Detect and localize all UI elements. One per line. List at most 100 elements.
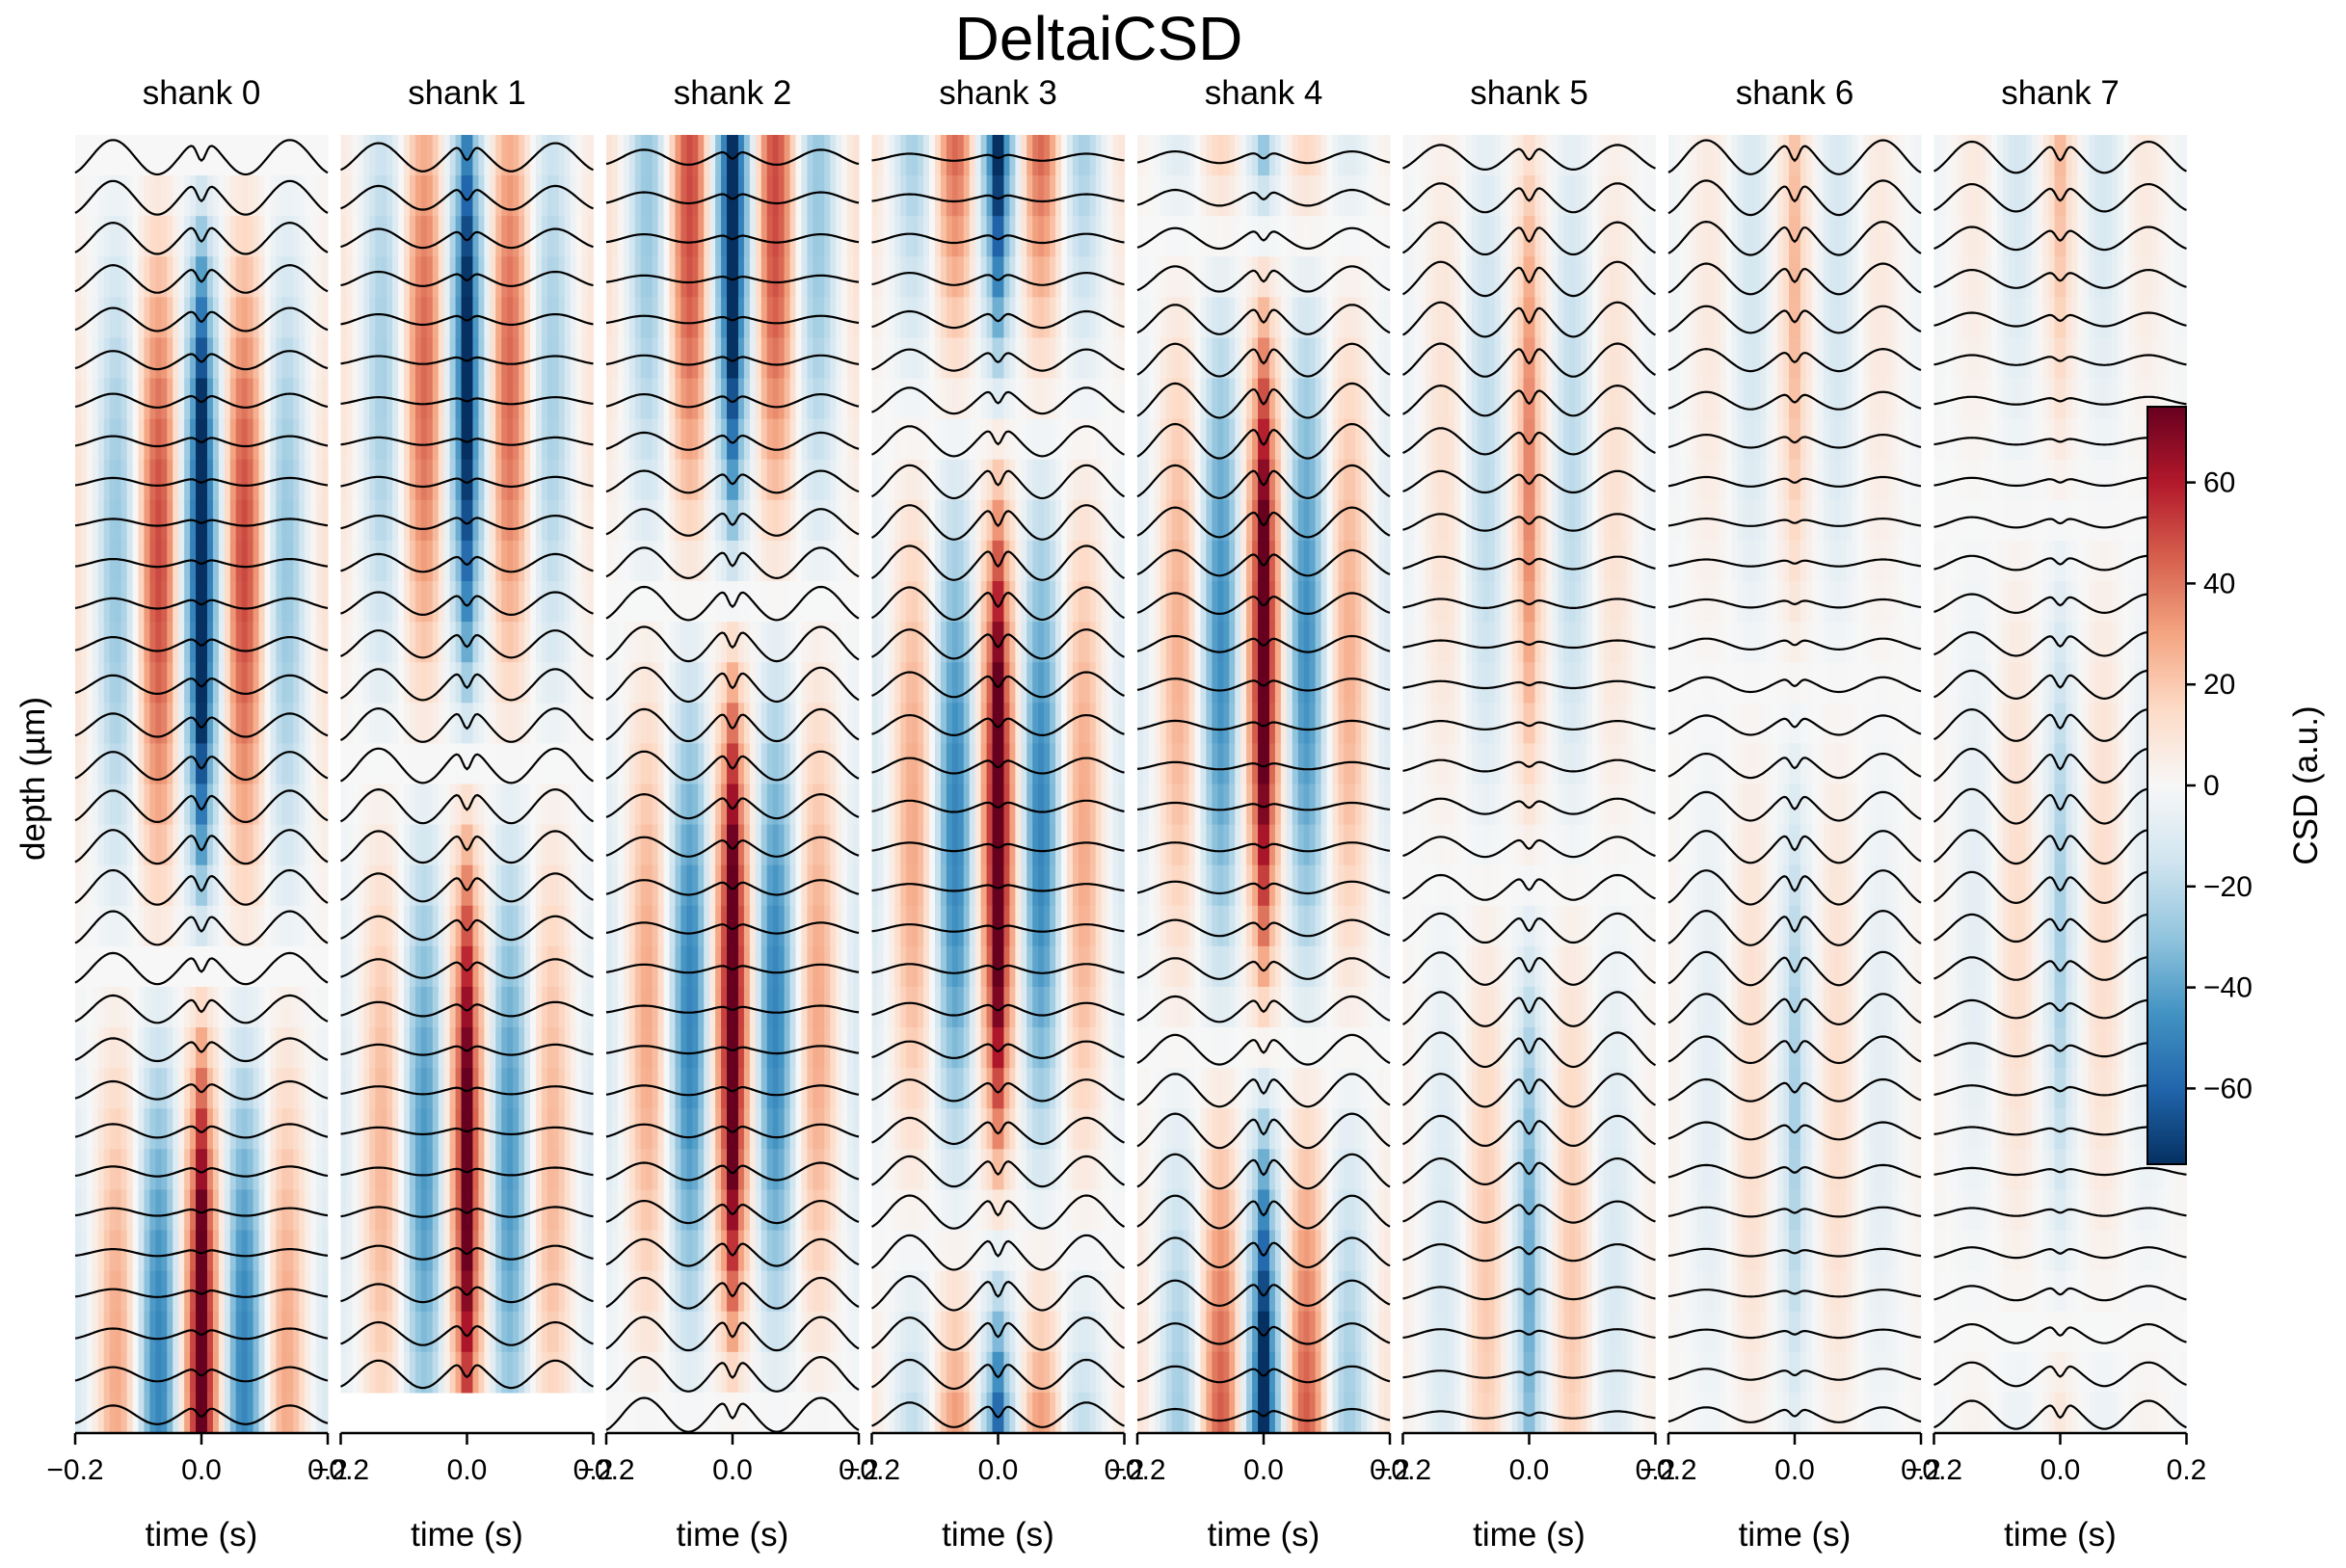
csd-cell — [126, 297, 134, 339]
csd-cell — [715, 864, 722, 907]
lfp-trace — [605, 1396, 860, 1433]
csd-cell — [980, 337, 988, 380]
csd-cell — [270, 784, 277, 826]
csd-cell — [830, 378, 837, 420]
csd-cell — [310, 1351, 317, 1394]
csd-cell — [698, 662, 705, 704]
csd-cell — [986, 378, 994, 420]
csd-cell — [404, 662, 411, 704]
csd-cell — [490, 824, 496, 866]
csd-cell — [935, 378, 942, 420]
lfp-trace — [74, 1123, 329, 1139]
csd-cell — [1089, 256, 1097, 298]
csd-cell — [161, 175, 168, 217]
csd-cell — [980, 459, 988, 501]
csd-cell — [663, 337, 671, 380]
csd-cell — [316, 1311, 323, 1353]
csd-cell — [547, 337, 554, 380]
csd-cell — [449, 175, 457, 217]
csd-cell — [541, 297, 548, 339]
csd-cell — [86, 1230, 93, 1272]
csd-cell — [547, 622, 554, 663]
csd-cell — [760, 784, 768, 826]
csd-cell — [772, 662, 780, 704]
csd-cell — [229, 378, 237, 420]
csd-cell — [155, 581, 162, 623]
csd-cell — [115, 297, 122, 339]
csd-cell — [86, 216, 93, 257]
csd-cell — [957, 499, 965, 542]
csd-cell — [173, 662, 179, 704]
csd-cell — [789, 540, 797, 582]
csd-cell — [420, 1230, 428, 1272]
csd-cell — [206, 743, 214, 785]
csd-cell — [778, 459, 786, 501]
csd-cell — [1038, 297, 1045, 339]
csd-cell — [461, 499, 468, 542]
csd-cell — [547, 864, 554, 907]
csd-cell — [276, 1351, 282, 1394]
csd-cell — [281, 1108, 288, 1150]
csd-cell — [340, 622, 348, 663]
csd-cell — [253, 1230, 260, 1272]
csd-cell — [218, 459, 226, 501]
csd-cell — [535, 622, 543, 663]
csd-cell — [387, 1311, 393, 1353]
csd-cell — [530, 1189, 537, 1232]
csd-cell — [530, 743, 537, 785]
lfp-trace — [340, 1320, 594, 1346]
csd-cell — [575, 1108, 583, 1150]
csd-cell — [766, 378, 774, 420]
csd-cell — [287, 1108, 294, 1150]
csd-cell — [912, 297, 919, 339]
csd-cell — [161, 945, 168, 988]
csd-cell — [155, 499, 162, 542]
csd-cell — [281, 337, 288, 380]
csd-cell — [455, 784, 463, 826]
csd-cell — [923, 378, 930, 420]
csd-cell — [847, 1311, 854, 1353]
csd-cell — [646, 743, 653, 785]
csd-cell — [766, 1230, 774, 1272]
csd-cell — [173, 297, 179, 339]
csd-cell — [346, 824, 353, 866]
csd-cell — [606, 581, 613, 623]
csd-cell — [432, 1027, 440, 1069]
csd-cell — [467, 297, 474, 339]
csd-cell — [847, 256, 854, 298]
csd-cell — [241, 1027, 249, 1069]
csd-cell — [1021, 703, 1027, 744]
csd-cell — [853, 662, 860, 704]
csd-cell — [737, 499, 745, 542]
csd-cell — [737, 784, 745, 826]
csd-cell — [686, 216, 693, 257]
csd-cell — [617, 581, 625, 623]
csd-cell — [1055, 337, 1062, 380]
csd-cell — [1009, 499, 1016, 542]
csd-cell — [929, 540, 936, 582]
csd-cell — [894, 662, 901, 704]
csd-cell — [80, 337, 88, 380]
csd-cell — [144, 1108, 150, 1150]
csd-cell — [737, 337, 745, 380]
csd-cell — [628, 1270, 636, 1313]
csd-cell — [235, 784, 243, 826]
csd-cell — [138, 784, 146, 826]
csd-cell — [322, 297, 329, 339]
csd-cell — [144, 986, 150, 1028]
csd-cell — [1009, 378, 1016, 420]
csd-cell — [97, 1149, 105, 1191]
csd-cell — [138, 256, 146, 298]
csd-cell — [190, 1149, 197, 1191]
csd-cell — [115, 662, 122, 704]
csd-cell — [1061, 499, 1068, 542]
x-tick-label: 0.0 — [181, 1454, 222, 1486]
csd-cell — [581, 784, 589, 826]
csd-cell — [830, 459, 837, 501]
csd-cell — [841, 216, 848, 257]
csd-cell — [449, 1270, 457, 1313]
csd-cell — [398, 378, 405, 420]
csd-cell — [103, 1270, 111, 1313]
csd-cell — [675, 216, 681, 257]
csd-cell — [680, 1392, 687, 1434]
